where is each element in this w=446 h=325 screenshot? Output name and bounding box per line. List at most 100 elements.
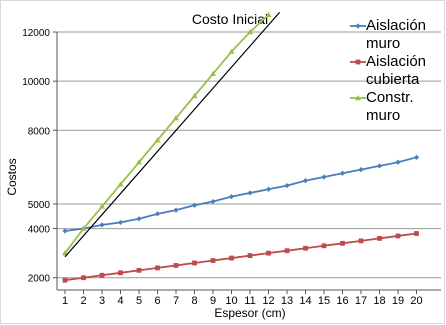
series-2-point-7 [173, 115, 179, 121]
chart-title: Costo Inicial [192, 11, 268, 27]
x-tick-label-18: 18 [373, 295, 385, 307]
series-2-point-11 [247, 29, 253, 35]
series-0-point-6 [154, 211, 161, 217]
y-tick-label-2000: 2000 [28, 274, 51, 285]
trendline [64, 11, 281, 258]
series-1-point-18 [377, 236, 382, 241]
series-1-point-8 [192, 260, 197, 266]
series-0-point-8 [191, 202, 198, 208]
x-tick-label-19: 19 [392, 295, 404, 307]
series-0-point-11 [247, 190, 253, 196]
series-1-point-2 [81, 275, 86, 281]
series-2-point-6 [154, 137, 161, 143]
legend-label-1-3: cubierta [366, 71, 420, 88]
series-2-point-4 [117, 181, 124, 187]
legend-label-2-4: Constr. [366, 89, 414, 106]
series-1-point-15 [321, 243, 327, 249]
y-tick-label-5000: 5000 [28, 200, 51, 211]
series-0-point-5 [136, 216, 142, 222]
y-tick-label-10000: 10000 [22, 77, 50, 88]
series-1-point-1 [62, 277, 68, 283]
series-1-point-19 [395, 233, 401, 239]
legend-swatch-marker-2 [355, 95, 361, 101]
series-1-point-12 [266, 250, 271, 256]
series-0-point-9 [210, 198, 216, 205]
x-tick-label-10: 10 [225, 295, 237, 307]
series-2-point-9 [210, 70, 216, 76]
series-0-point-17 [358, 167, 364, 173]
x-axis-label: Espesor (cm) [214, 306, 285, 320]
series-1-point-5 [136, 267, 142, 273]
series-1-point-11 [247, 253, 253, 258]
series-1-point-7 [173, 263, 179, 268]
x-tick-label-6: 6 [154, 295, 160, 307]
series-0-point-10 [228, 194, 235, 200]
legend: AislaciónmuroAislacióncubiertaConstr.mur… [350, 17, 426, 124]
x-tick-label-13: 13 [281, 295, 293, 307]
x-tick-label-14: 14 [299, 295, 311, 307]
x-tick-label-2: 2 [80, 295, 86, 307]
series-0-point-1 [62, 228, 68, 234]
series-1-point-3 [99, 272, 105, 278]
legend-swatch-marker-0 [355, 23, 361, 29]
series-1-point-16 [340, 240, 345, 246]
series-2-point-10 [228, 48, 235, 54]
series-2 [62, 11, 272, 256]
series-1-point-17 [358, 238, 364, 244]
series-line-1 [64, 232, 417, 282]
series-1 [62, 231, 419, 283]
series-group [62, 11, 420, 283]
series-2-point-1 [62, 250, 68, 256]
axes [53, 31, 441, 294]
series-1-point-20 [414, 231, 419, 236]
series-0-point-18 [376, 163, 383, 169]
series-line-0 [64, 156, 417, 232]
series-0-point-4 [117, 219, 124, 226]
legend-label-2-5: muro [366, 107, 400, 124]
x-tick-label-15: 15 [318, 295, 330, 307]
x-tick-label-7: 7 [173, 295, 179, 307]
series-0-point-13 [284, 182, 290, 189]
legend-swatch-marker-1 [355, 59, 361, 65]
series-2-point-3 [99, 203, 105, 209]
series-2-point-12 [265, 11, 272, 17]
series-0-point-7 [173, 207, 179, 213]
series-0 [62, 154, 420, 234]
y-tick-label-8000: 8000 [28, 126, 51, 137]
x-tick-label-9: 9 [210, 295, 216, 307]
series-1-point-13 [284, 248, 290, 254]
series-0-point-15 [321, 174, 327, 180]
legend-label-0-1: muro [366, 35, 400, 52]
series-2-point-2 [80, 225, 87, 231]
x-tick-label-16: 16 [336, 295, 348, 307]
x-tick-label-11: 11 [244, 295, 255, 307]
x-tick-label-1: 1 [62, 295, 68, 307]
series-0-point-20 [413, 154, 420, 160]
series-2-point-8 [191, 92, 198, 99]
x-tick-label-3: 3 [99, 295, 105, 307]
series-1-point-9 [210, 258, 216, 263]
x-tick-labels: 1 2 3 4 5 6 7 8 9 10 11 12 13 14 15 16 17 18 19 20 [62, 295, 423, 307]
x-tick-label-12: 12 [262, 295, 274, 307]
x-tick-label-4: 4 [117, 295, 123, 307]
series-1-point-10 [229, 255, 234, 261]
x-tick-label-17: 17 [355, 295, 367, 307]
y-tick-label-12000: 12000 [22, 28, 50, 39]
series-0-point-12 [265, 186, 272, 192]
series-0-point-19 [395, 159, 401, 165]
x-tick-label-20: 20 [410, 295, 422, 307]
series-line-2 [64, 14, 270, 254]
series-1-point-14 [303, 245, 308, 251]
y-tick-label-4000: 4000 [28, 225, 51, 236]
series-0-point-14 [302, 178, 309, 184]
x-tick-label-8: 8 [191, 295, 197, 307]
series-0-point-16 [339, 170, 346, 176]
series-2-point-5 [136, 159, 142, 165]
y-tick-labels: 2000 4000 5000 8000 10000 12000 [22, 28, 50, 285]
series-0-point-3 [99, 222, 105, 228]
legend-label-1-2: Aislación [366, 53, 426, 70]
series-1-point-6 [155, 265, 160, 271]
